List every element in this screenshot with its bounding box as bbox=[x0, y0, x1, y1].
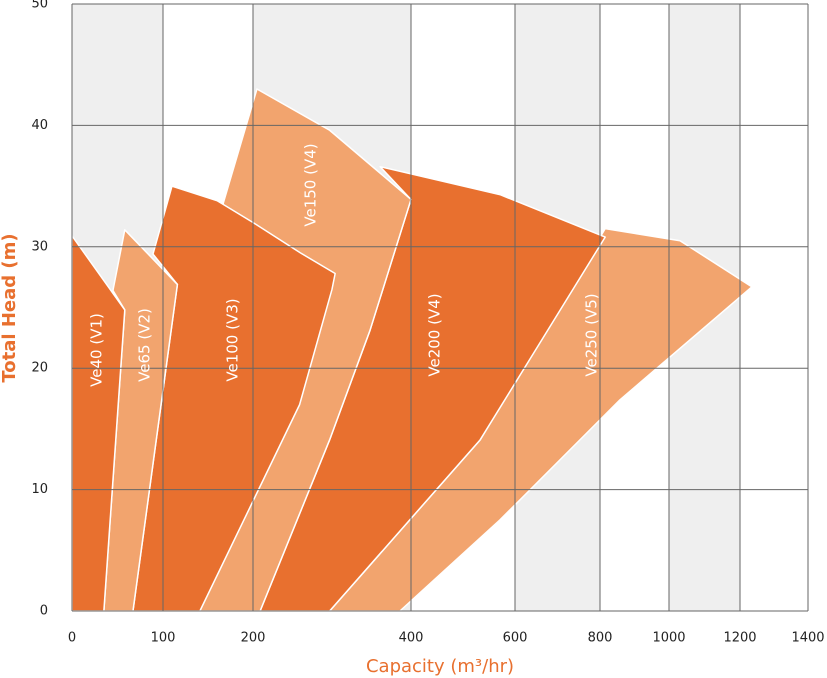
x-tick-label: 200 bbox=[241, 631, 266, 646]
y-tick-label: 30 bbox=[31, 239, 48, 254]
series-label: Ve250 (V5) bbox=[583, 293, 601, 376]
x-tick-label: 1200 bbox=[723, 631, 756, 646]
series-label: Ve150 (V4) bbox=[302, 143, 320, 226]
y-tick-label: 20 bbox=[31, 361, 48, 376]
labels: Ve40 (V1) Ve65 (V2) Ve100 (V3) Ve150 (V4) Ve… bbox=[88, 143, 601, 386]
y-tick-label: 40 bbox=[31, 118, 48, 133]
grid: 0 10 20 30 40 50 0 100 200 400 600 800 1000 1200 1400 bbox=[31, 0, 824, 646]
x-tick-label: 600 bbox=[503, 631, 528, 646]
y-tick-label: 10 bbox=[31, 482, 48, 497]
x-tick-label: 1400 bbox=[791, 631, 824, 646]
areas bbox=[71, 88, 753, 612]
x-tick-label: 1000 bbox=[652, 631, 685, 646]
y-tick-label: 50 bbox=[31, 0, 48, 12]
x-tick-label: 400 bbox=[399, 631, 424, 646]
series-label: Ve65 (V2) bbox=[136, 308, 154, 382]
y-tick-label: 0 bbox=[40, 604, 48, 619]
x-tick-label: 800 bbox=[588, 631, 613, 646]
series-label: Ve40 (V1) bbox=[88, 313, 106, 387]
x-tick-label: 100 bbox=[151, 631, 176, 646]
x-tick-label: 0 bbox=[68, 631, 76, 646]
series-label: Ve100 (V3) bbox=[224, 298, 242, 381]
x-axis-title: Capacity (m³/hr) bbox=[366, 656, 514, 677]
series-label: Ve200 (V4) bbox=[426, 293, 444, 376]
y-axis-title: Total Head (m) bbox=[0, 233, 20, 382]
